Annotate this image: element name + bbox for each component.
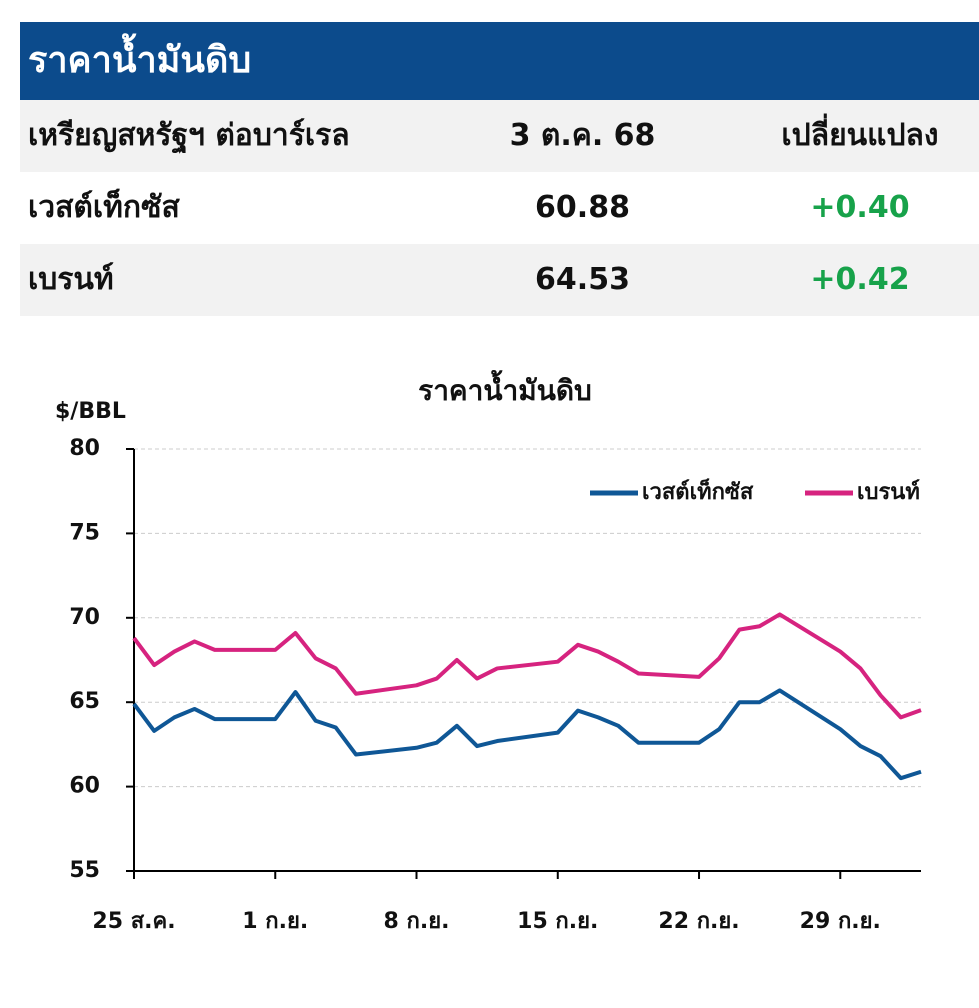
column-header: 3 ต.ค. 68 [509, 118, 656, 153]
column-header: เปลี่ยนแปลง [781, 118, 939, 153]
x-tick-label: 22 ก.ย. [658, 909, 739, 934]
x-tick-label: 1 ก.ย. [242, 909, 308, 934]
table-row: เบรนท์ 64.53 +0.42 [20, 244, 979, 316]
column-header: เหรียญสหรัฐฯ ต่อบาร์เรล [28, 118, 350, 153]
header-title: ราคาน้ำมันดิบ [20, 22, 979, 100]
change: +0.40 [810, 190, 910, 225]
y-tick-label: 60 [69, 774, 100, 799]
y-tick-label: 70 [69, 605, 100, 630]
x-tick-label: 8 ก.ย. [384, 909, 450, 934]
change: +0.42 [810, 262, 910, 297]
chart-title: ราคาน้ำมันดิบ [418, 369, 592, 407]
y-tick-label: 75 [69, 520, 100, 545]
row-label: เบรนท์ [28, 262, 114, 297]
x-tick-label: 25 ส.ค. [92, 909, 175, 934]
price: 60.88 [535, 190, 630, 225]
row-label: เวสต์เท็กซัส [28, 190, 180, 225]
data-line [132, 612, 922, 720]
legend-label: เวสต์เท็กซัส [642, 477, 754, 505]
legend-label: เบรนท์ [857, 479, 920, 505]
x-tick-label: 15 ก.ย. [517, 909, 598, 934]
y-axis-label: $/BBL [55, 399, 126, 424]
x-tick-label: 29 ก.ย. [800, 909, 881, 934]
data-line [132, 688, 922, 781]
y-tick-label: 80 [69, 436, 100, 461]
price: 64.53 [535, 262, 630, 297]
chart: ราคาน้ำมันดิบ $/BBL 55 60 65 70 75 80 25 ส.ค. 1… [55, 369, 922, 934]
y-tick-label: 55 [69, 858, 100, 883]
table-header: เหรียญสหรัฐฯ ต่อบาร์เรล 3 ต.ค. 68 เปลี่ย… [20, 100, 979, 172]
table-row: เวสต์เท็กซัส 60.88 +0.40 [20, 172, 979, 244]
y-tick-label: 65 [69, 689, 100, 714]
